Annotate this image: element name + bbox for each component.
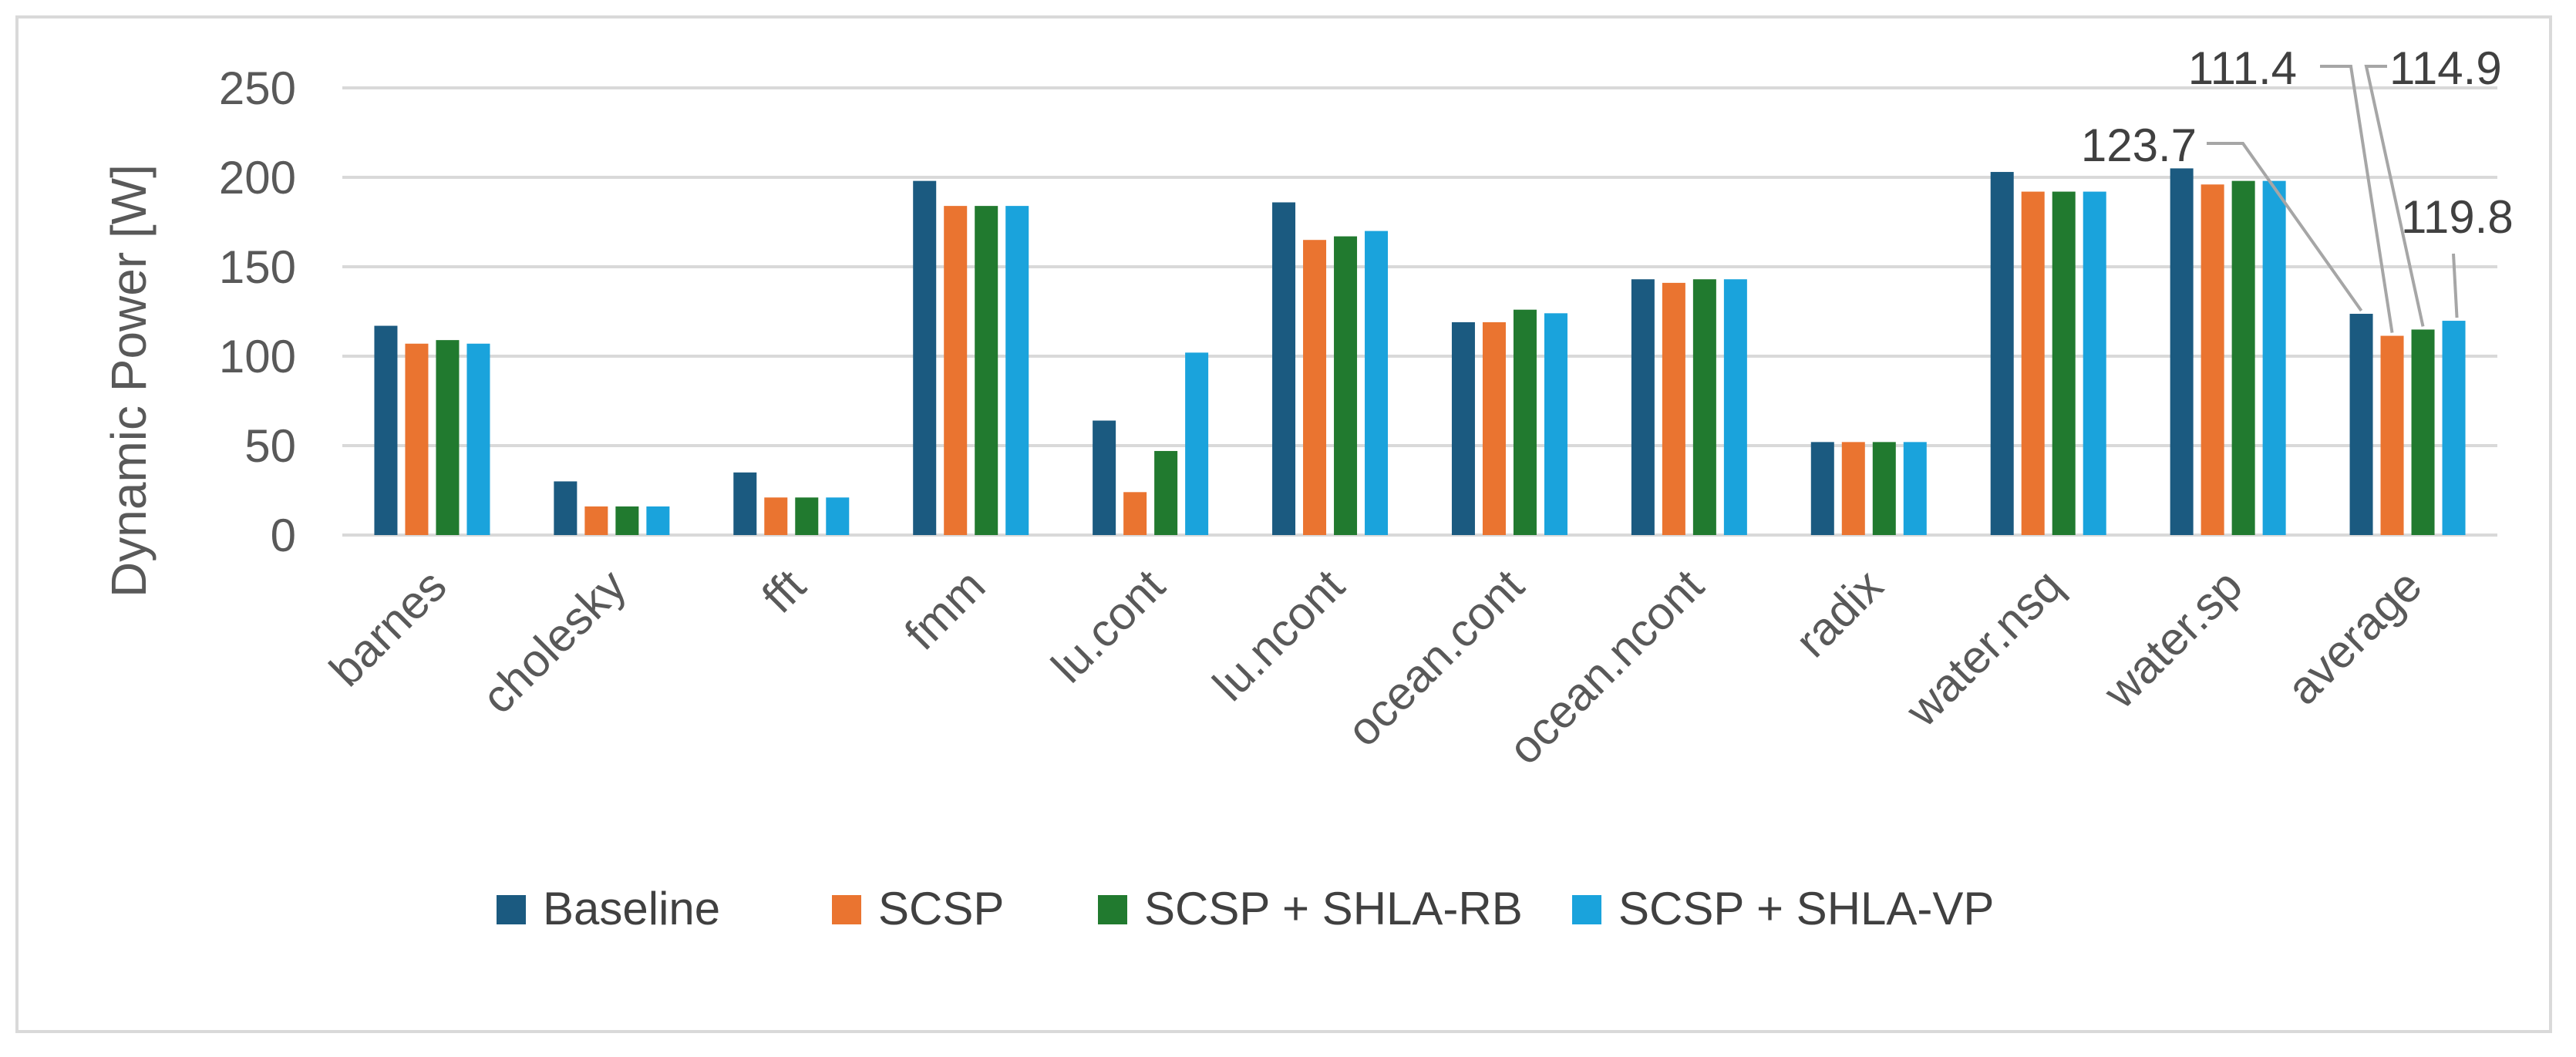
legend: Baseline SCSP SCSP + SHLA-RB SCSP + SHLA-VP: [497, 883, 1994, 934]
bar-water-sp-scsp-shla-rb: [2231, 180, 2255, 535]
bar-barnes-scsp-shla-rb: [436, 340, 460, 535]
bar-water-nsq-scsp: [2021, 191, 2045, 535]
x-category-label: cholesky: [472, 560, 635, 723]
bar-water-nsq-scsp-shla-vp: [2083, 191, 2106, 535]
bar-radix-baseline: [1810, 442, 1834, 535]
callout-leader-line: [2452, 253, 2459, 318]
bar-cholesky-scsp-shla-rb: [615, 506, 639, 535]
bar-water-nsq-scsp-shla-rb: [2052, 191, 2076, 535]
bar-lu-ncont-scsp-shla-vp: [1365, 231, 1389, 535]
chart-svg: 0 50 100 150 200 250 barnes cholesky fft fmm lu.c…: [101, 42, 2514, 934]
callout-leader-line: [2320, 65, 2394, 333]
x-category-label: ocean.cont: [1337, 560, 1534, 756]
gridlines: [342, 86, 2497, 537]
bar-lu-cont-scsp-shla-vp: [1185, 352, 1209, 535]
bar-lu-cont-baseline: [1093, 420, 1116, 535]
bar-barnes-baseline: [374, 325, 398, 535]
callout-label: 114.9: [2389, 42, 2502, 94]
y-tick-label: 150: [219, 241, 296, 293]
bar-ocean-cont-scsp: [1482, 321, 1506, 535]
x-category-label: water.sp: [2093, 560, 2252, 719]
y-tick-label: 0: [271, 510, 296, 561]
x-category-label: radix: [1786, 560, 1893, 667]
bar-fmm-scsp: [944, 206, 968, 535]
x-category-label: fmm: [895, 560, 995, 660]
legend-swatch: [1572, 895, 1601, 924]
bar-fft-scsp-shla-vp: [826, 497, 850, 535]
y-tick-labels: 0 50 100 150 200 250: [219, 62, 296, 561]
x-category-label: ocean.ncont: [1499, 560, 1714, 775]
bar-cholesky-baseline: [554, 481, 577, 535]
bar-fmm-scsp-shla-rb: [975, 206, 998, 535]
bar-ocean-cont-baseline: [1451, 321, 1475, 535]
bar-barnes-scsp-shla-vp: [466, 343, 490, 535]
bar-fft-scsp-shla-rb: [795, 497, 819, 535]
bar-ocean-cont-scsp-shla-vp: [1544, 313, 1567, 535]
x-category-label: lu.ncont: [1203, 560, 1354, 711]
x-category-label: water.nsq: [1895, 560, 2073, 737]
bar-fft-scsp: [764, 497, 788, 535]
bar-lu-cont-scsp: [1123, 492, 1147, 535]
bar-average-baseline: [2349, 314, 2373, 535]
callout-leader-line: [2207, 142, 2363, 312]
bar-lu-ncont-scsp-shla-rb: [1334, 236, 1358, 535]
x-category-labels: barnes cholesky fft fmm lu.cont lu.ncontocean…: [320, 560, 2432, 775]
bar-lu-ncont-baseline: [1272, 202, 1296, 535]
y-tick-label: 100: [219, 331, 296, 382]
x-category-label: barnes: [320, 560, 456, 696]
bar-cholesky-scsp-shla-vp: [646, 506, 670, 535]
x-category-label: fft: [753, 560, 816, 623]
legend-swatch: [1098, 895, 1127, 924]
y-tick-label: 200: [219, 152, 296, 204]
bar-fmm-scsp-shla-vp: [1005, 206, 1029, 535]
callout-label: 123.7: [2081, 120, 2197, 171]
bar-water-nsq-baseline: [1990, 172, 2014, 536]
bar-ocean-ncont-baseline: [1631, 279, 1655, 535]
bar-average-scsp: [2380, 335, 2404, 535]
x-category-label: average: [2277, 560, 2432, 715]
legend-label: Baseline: [543, 883, 720, 934]
legend-label: SCSP: [878, 883, 1004, 934]
chart-frame: 0 50 100 150 200 250 barnes cholesky fft fmm lu.c…: [15, 15, 2552, 1033]
bar-water-sp-scsp-shla-vp: [2262, 180, 2286, 535]
x-category-label: lu.cont: [1042, 560, 1175, 693]
callout-label: 119.8: [2401, 191, 2514, 243]
bar-ocean-ncont-scsp: [1662, 282, 1685, 535]
bar-water-sp-baseline: [2170, 168, 2194, 535]
bar-radix-scsp: [1841, 442, 1865, 535]
legend-label: SCSP + SHLA-VP: [1618, 883, 1994, 934]
bar-lu-ncont-scsp: [1303, 240, 1327, 535]
bar-cholesky-scsp: [584, 506, 608, 535]
bar-lu-cont-scsp-shla-rb: [1154, 450, 1178, 535]
bar-average-scsp-shla-rb: [2411, 329, 2435, 535]
y-tick-label: 50: [244, 420, 296, 472]
bar-ocean-ncont-scsp-shla-rb: [1692, 279, 1716, 535]
legend-swatch: [832, 895, 861, 924]
data-callouts: 123.7 111.4 114.9 119.8: [2081, 42, 2514, 333]
bar-radix-scsp-shla-vp: [1903, 442, 1927, 535]
bar-average-scsp-shla-vp: [2442, 321, 2466, 535]
bar-ocean-ncont-scsp-shla-vp: [1723, 279, 1747, 535]
callout-leader-line: [2364, 65, 2425, 327]
bar-fmm-baseline: [913, 180, 937, 535]
legend-swatch: [497, 895, 526, 924]
bar-radix-scsp-shla-rb: [1872, 442, 1896, 535]
legend-label: SCSP + SHLA-RB: [1144, 883, 1523, 934]
bar-barnes-scsp: [405, 343, 429, 535]
y-tick-label: 250: [219, 62, 296, 114]
callout-label: 111.4: [2188, 42, 2297, 94]
bar-ocean-cont-scsp-shla-rb: [1513, 309, 1537, 535]
y-axis-title: Dynamic Power [W]: [101, 164, 157, 598]
bars: [374, 168, 2466, 536]
bar-water-sp-scsp: [2201, 184, 2224, 535]
bar-fft-baseline: [733, 472, 757, 535]
